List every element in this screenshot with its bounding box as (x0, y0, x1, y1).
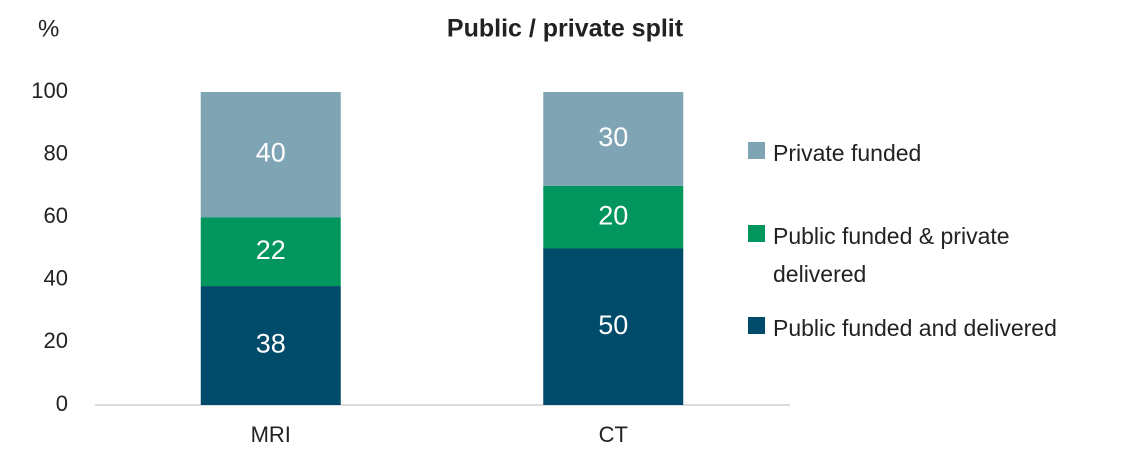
bar-segment (543, 248, 684, 405)
bar-segment (200, 217, 341, 287)
legend-label: Public funded and delivered (773, 315, 1057, 341)
legend-label: Private funded (773, 140, 922, 166)
y-tick-label: 80 (44, 140, 68, 165)
legend-label: Public funded & private delivered (773, 223, 1010, 287)
legend-swatch (748, 225, 765, 242)
data-label: 20 (598, 200, 628, 230)
data-label: 38 (256, 329, 286, 359)
legend-item: Public funded and delivered (748, 309, 1088, 347)
data-label: 50 (598, 310, 628, 340)
chart-title: Public / private split (447, 15, 684, 43)
data-label: 22 (256, 235, 286, 265)
y-tick-label: 100 (31, 78, 68, 103)
legend-swatch (748, 142, 765, 159)
y-tick-label: 20 (44, 328, 68, 353)
legend-swatch (748, 317, 765, 334)
data-label: 40 (256, 138, 286, 168)
x-tick-label: MRI (251, 422, 291, 447)
legend-item: Public funded & private delivered (748, 217, 1088, 293)
data-label: 30 (598, 122, 628, 152)
bar-segment (200, 92, 341, 218)
y-tick-label: 60 (44, 203, 68, 228)
bar-segment (200, 286, 341, 405)
bar-segment (543, 92, 684, 186)
bar-segment (543, 185, 684, 249)
legend-item: Private funded (748, 134, 1088, 172)
y-axis-label: % (38, 15, 59, 42)
y-tick-label: 0 (56, 391, 68, 416)
x-tick-label: CT (599, 422, 628, 447)
y-tick-label: 40 (44, 266, 68, 291)
